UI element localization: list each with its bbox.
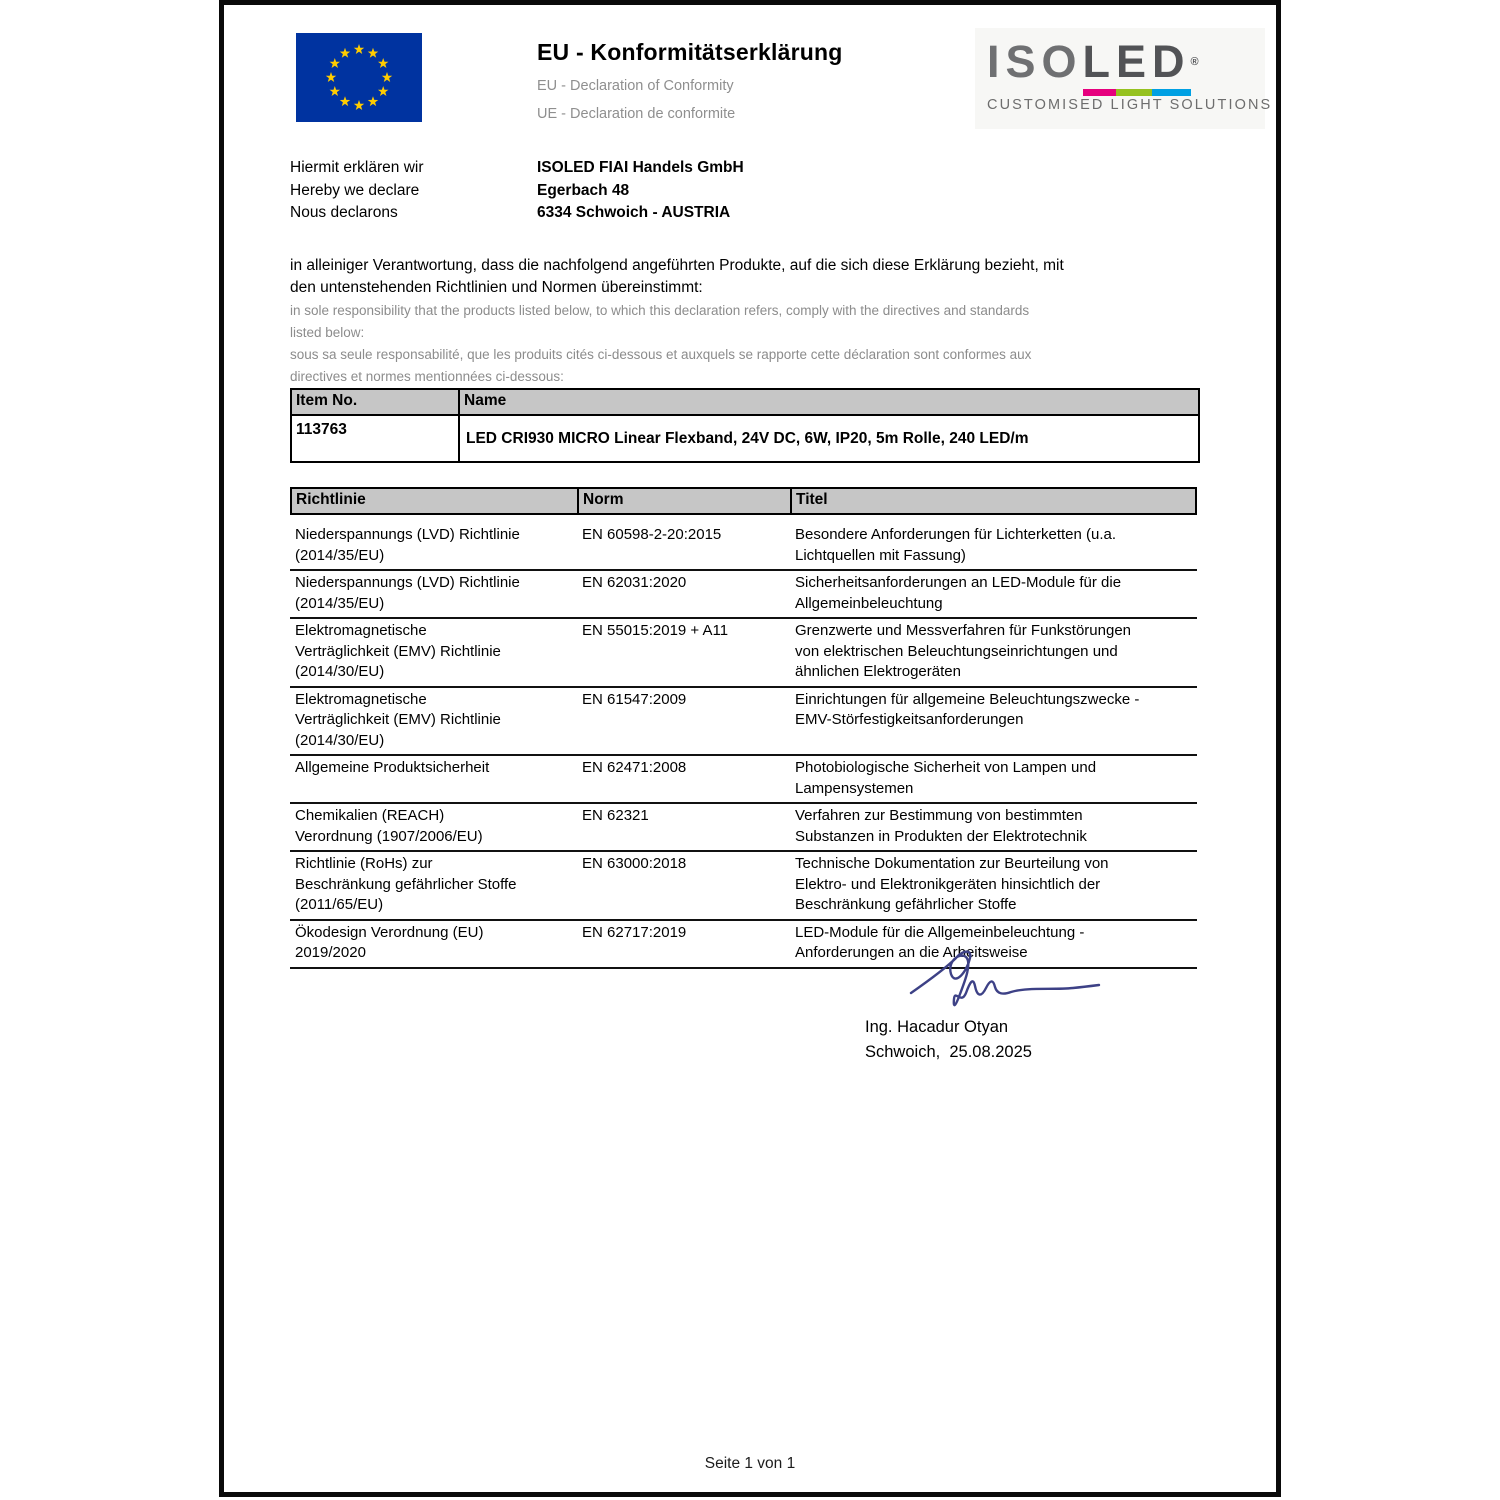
richtlinie-cell: Niederspannungs (LVD) Richtlinie (2014/3…: [295, 574, 520, 612]
declarant-labels: Hiermit erklären wir Hereby we declare N…: [290, 157, 424, 225]
statement-fr: sous sa seule responsabilité, que les pr…: [290, 347, 1032, 384]
company-city: 6334 Schwoich - AUSTRIA: [537, 204, 731, 221]
logo-letter-l: L: [1082, 36, 1117, 96]
logo-tagline: CUSTOMISED LIGHT SOLUTIONS: [987, 97, 1273, 113]
eu-flag: [296, 33, 422, 122]
norm-cell: EN 60598-2-20:2015: [582, 526, 722, 543]
norm-cell: EN 62717:2019: [582, 923, 687, 941]
registered-mark: ®: [1190, 56, 1199, 68]
declare-label-de: Hiermit erklären wir: [290, 159, 424, 176]
richtlinie-cell: Richtlinie (RoHs) zur Beschränkung gefäh…: [295, 855, 517, 913]
table-row: Allgemeine Produktsicherheit EN 62471:20…: [290, 756, 1197, 804]
page-title: EU - Konformitätserklärung: [537, 39, 843, 65]
logo-iso-text: ISO: [987, 36, 1083, 87]
declarant-company: ISOLED FIAI Handels GmbH Egerbach 48 633…: [537, 157, 744, 225]
item-name-cell: LED CRI930 MICRO Linear Flexband, 24V DC…: [466, 429, 1029, 447]
directive-table-body: Niederspannungs (LVD) Richtlinie (2014/3…: [290, 523, 1197, 969]
declare-label-en: Hereby we declare: [290, 181, 420, 199]
subtitle-en: EU - Declaration of Conformity: [537, 78, 734, 94]
titel-cell: Technische Dokumentation zur Beurteilung…: [795, 855, 1109, 913]
table-row: Chemikalien (REACH) Verordnung (1907/200…: [290, 804, 1197, 852]
company-street: Egerbach 48: [537, 181, 630, 199]
richtlinie-cell: Allgemeine Produktsicherheit: [295, 759, 490, 776]
norm-cell: EN 62321: [582, 807, 649, 824]
statement-de: in alleiniger Verantwortung, dass die na…: [290, 257, 1064, 296]
isoled-logo-wordmark: ISOLED®: [987, 36, 1265, 96]
isoled-logo: ISOLED® CUSTOMISED LIGHT SOLUTIONS: [975, 28, 1273, 129]
company-name: ISOLED FIAI Handels GmbH: [537, 159, 744, 176]
titel-cell: Sicherheitsanforderungen an LED-Module f…: [795, 574, 1122, 612]
table-row: Niederspannungs (LVD) Richtlinie (2014/3…: [290, 523, 1197, 571]
titel-cell: Photobiologische Sicherheit von Lampen u…: [795, 759, 1097, 797]
titel-cell: Einrichtungen für allgemeine Beleuchtung…: [795, 690, 1140, 729]
norm-cell: EN 63000:2018: [582, 855, 687, 872]
signature-place-date: Schwoich, 25.08.2025: [865, 1043, 1032, 1061]
statement-en: in sole responsibility that the products…: [290, 303, 1030, 340]
name-column-header: Name: [464, 392, 507, 409]
richtlinie-cell: Elektromagnetische Verträglichkeit (EMV)…: [295, 690, 501, 749]
richtlinie-cell: Ökodesign Verordnung (EU) 2019/2020: [295, 923, 484, 962]
titel-column-header: Titel: [796, 491, 828, 508]
eu-flag-icon: [296, 33, 422, 122]
norm-column-header: Norm: [579, 489, 792, 513]
item-table-row: 113763 LED CRI930 MICRO Linear Flexband,…: [290, 416, 1200, 463]
richtlinie-column-header: Richtlinie: [292, 489, 579, 513]
table-row: Richtlinie (RoHs) zur Beschränkung gefäh…: [290, 852, 1197, 921]
logo-letter-d: D: [1152, 36, 1191, 96]
item-no-cell: 113763: [292, 416, 460, 461]
page-footer: Seite 1 von 1: [704, 1455, 796, 1472]
signatory-name: Ing. Hacadur Otyan: [865, 1018, 1009, 1036]
titel-cell: Verfahren zur Bestimmung von bestimmten …: [795, 807, 1087, 845]
table-row: Niederspannungs (LVD) Richtlinie (2014/3…: [290, 571, 1197, 619]
signature-block: Ing. Hacadur Otyan Schwoich, 25.08.2025: [865, 947, 1118, 1065]
logo-letter-e: E: [1116, 36, 1153, 96]
richtlinie-cell: Elektromagnetische Verträglichkeit (EMV)…: [295, 622, 501, 680]
subtitle-fr: UE - Declaration de conformite: [537, 106, 736, 122]
conformity-statement: in alleiniger Verantwortung, dass die na…: [290, 255, 1250, 387]
richtlinie-cell: Niederspannungs (LVD) Richtlinie (2014/3…: [295, 526, 520, 564]
title-block: EU - Konformitätserklärung EU - Declarat…: [537, 39, 957, 122]
directive-table-header: Richtlinie Norm Titel: [290, 487, 1197, 515]
signature-scribble-icon: [909, 950, 1101, 1007]
norm-cell: EN 55015:2019 + A11: [582, 622, 729, 639]
item-no-column-header: Item No.: [292, 390, 460, 414]
table-row: Ökodesign Verordnung (EU) 2019/2020 EN 6…: [290, 921, 1197, 969]
table-row: Elektromagnetische Verträglichkeit (EMV)…: [290, 688, 1197, 756]
item-table-header: Item No. Name: [290, 388, 1200, 416]
declare-label-fr: Nous declarons: [290, 204, 398, 221]
norm-cell: EN 61547:2009: [582, 690, 687, 708]
table-row: Elektromagnetische Verträglichkeit (EMV)…: [290, 619, 1197, 688]
titel-cell: Grenzwerte und Messverfahren für Funkstö…: [795, 622, 1131, 680]
norm-cell: EN 62031:2020: [582, 574, 687, 591]
richtlinie-cell: Chemikalien (REACH) Verordnung (1907/200…: [295, 807, 483, 845]
titel-cell: Besondere Anforderungen für Lichterkette…: [795, 526, 1117, 564]
document-page: EU - Konformitätserklärung EU - Declarat…: [219, 0, 1281, 1497]
norm-cell: EN 62471:2008: [582, 759, 687, 776]
